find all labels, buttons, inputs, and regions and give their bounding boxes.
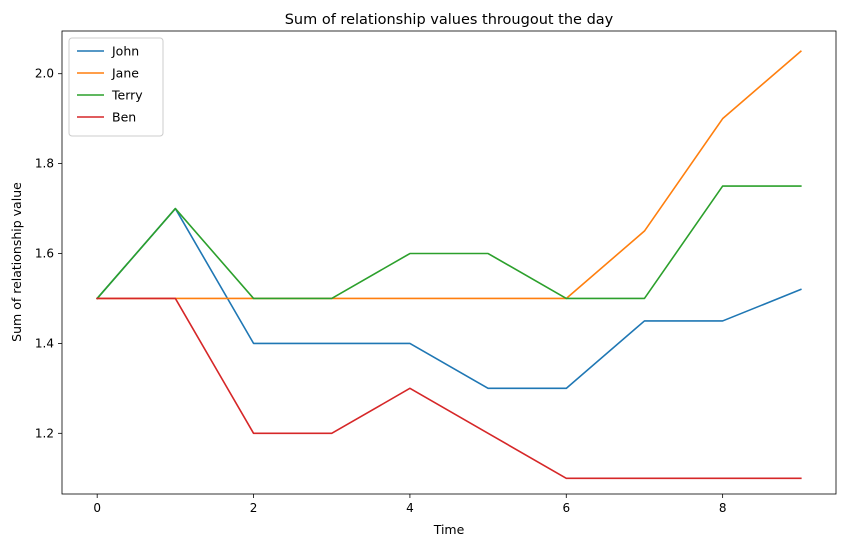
chart-title: Sum of relationship values througout the…: [285, 12, 614, 28]
y-axis-label: Sum of relationship value: [9, 182, 24, 342]
legend: John Jane Terry Ben: [68, 37, 164, 137]
x-tick-label: 4: [406, 501, 414, 515]
legend-label-terry: Terry: [111, 88, 143, 103]
y-axis-ticks: 1.2 1.4 1.6 1.8 2.0: [35, 67, 62, 440]
legend-label-jane: Jane: [111, 66, 139, 81]
series-layer: [96, 50, 802, 480]
series-line-john: [96, 207, 802, 390]
y-tick-label: 2.0: [35, 67, 54, 81]
y-tick-label: 1.8: [35, 157, 54, 171]
x-tick-label: 8: [719, 501, 727, 515]
y-tick-label: 1.2: [35, 426, 54, 440]
plot-frame: [61, 30, 837, 495]
x-tick-label: 6: [562, 501, 570, 515]
legend-box: [68, 37, 164, 137]
x-axis-label: Time: [433, 522, 465, 537]
series-line-terry: [96, 185, 802, 300]
x-tick-label: 2: [250, 501, 258, 515]
y-tick-label: 1.4: [35, 336, 54, 350]
legend-label-ben: Ben: [112, 110, 136, 125]
series-line-jane: [96, 50, 802, 300]
series-line-ben: [96, 297, 802, 480]
legend-label-john: John: [111, 44, 139, 59]
y-tick-label: 1.6: [35, 247, 54, 261]
x-axis-ticks: 0 2 4 6 8: [93, 494, 726, 515]
x-tick-label: 0: [93, 501, 101, 515]
